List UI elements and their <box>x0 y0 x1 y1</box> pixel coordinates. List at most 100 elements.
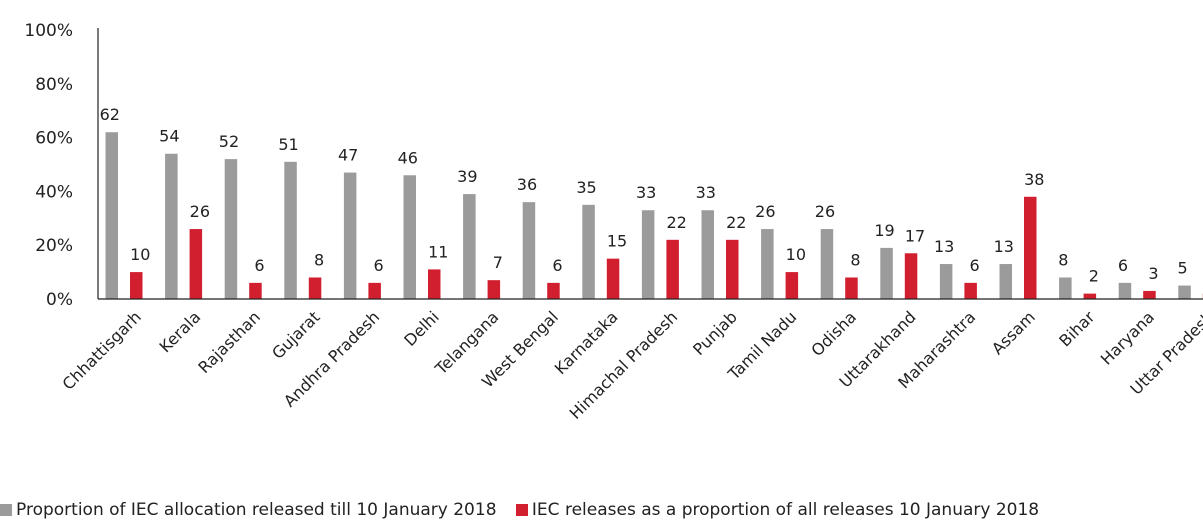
data-label: 6 <box>552 256 562 275</box>
x-tick-label: Rajasthan <box>194 307 264 377</box>
y-tick-label: 40% <box>35 182 73 202</box>
bar-allocation <box>701 210 714 299</box>
bar-releases <box>785 272 799 299</box>
legend-label-allocation: Proportion of IEC allocation released ti… <box>16 500 497 520</box>
data-label: 38 <box>1024 170 1044 189</box>
bar-allocation <box>463 194 476 299</box>
data-label: 10 <box>786 245 806 264</box>
bar-releases <box>130 272 143 299</box>
x-tick-label: Punjab <box>689 307 741 359</box>
bar-allocation <box>582 204 595 299</box>
y-tick-label: 60% <box>35 129 73 149</box>
data-label: 6 <box>1118 256 1128 275</box>
x-tick-label: Chhattisgarh <box>59 307 145 393</box>
data-label: 13 <box>994 237 1014 256</box>
bar-releases <box>904 253 918 299</box>
bar-allocation <box>105 132 118 299</box>
bar-releases <box>606 258 620 299</box>
bar-releases <box>428 269 441 299</box>
x-tick-label: Assam <box>988 307 1039 358</box>
data-label: 52 <box>219 132 239 151</box>
data-label: 17 <box>905 226 925 245</box>
data-label: 3 <box>1148 264 1158 283</box>
bar-allocation <box>999 264 1012 299</box>
data-label: 15 <box>607 232 627 251</box>
data-label: 8 <box>1058 250 1068 269</box>
bar-allocation <box>165 153 178 299</box>
x-tick-label: Bihar <box>1055 307 1098 350</box>
data-label: 36 <box>517 175 537 194</box>
data-label: 8 <box>314 250 324 269</box>
bar-allocation <box>1178 285 1191 299</box>
y-tick-label: 0% <box>46 290 73 310</box>
data-label: 2 <box>1089 267 1099 286</box>
data-label: 39 <box>457 167 477 186</box>
x-tick-label: Delhi <box>400 307 443 350</box>
data-label: 46 <box>398 148 418 167</box>
bar-allocation <box>224 159 238 299</box>
data-label: 26 <box>755 202 775 221</box>
y-axis: 0% 20% 40% 60% 80% 100% <box>24 21 99 310</box>
bar-allocation <box>641 210 655 299</box>
bar-releases <box>1143 290 1156 299</box>
legend-swatch-releases <box>515 504 528 516</box>
bar-allocation <box>343 172 357 299</box>
bar-allocation <box>939 264 953 299</box>
bar-releases <box>726 239 739 299</box>
data-label: 51 <box>278 135 298 154</box>
bar-releases <box>189 229 203 299</box>
data-label: 22 <box>726 213 746 232</box>
data-label: 62 <box>100 105 120 124</box>
bar-allocation <box>761 229 774 299</box>
data-label: 26 <box>815 202 835 221</box>
data-label: 6 <box>374 256 384 275</box>
bar-allocation <box>820 229 834 299</box>
data-label: 33 <box>696 183 716 202</box>
data-label: 35 <box>576 178 596 197</box>
data-label: 7 <box>493 253 503 272</box>
data-label: 54 <box>159 127 179 146</box>
data-label: 47 <box>338 146 358 165</box>
bar-allocation <box>1118 282 1132 299</box>
y-tick-label: 80% <box>35 75 73 95</box>
bar-releases <box>487 280 501 299</box>
data-label: 33 <box>636 183 656 202</box>
x-tick-label: Himachal Pradesh <box>566 307 682 423</box>
data-label: 6 <box>970 256 980 275</box>
bar-releases <box>666 239 679 299</box>
bar-releases <box>845 277 858 299</box>
x-tick-label: Odisha <box>807 307 860 360</box>
data-label: 8 <box>850 250 860 269</box>
data-label: 11 <box>428 242 448 261</box>
legend-item-allocation: Proportion of IEC allocation released ti… <box>0 500 497 520</box>
y-tick-label: 100% <box>24 21 73 41</box>
legend-label-releases: IEC releases as a proportion of all rele… <box>531 500 1040 520</box>
data-label: 13 <box>934 237 954 256</box>
bar-allocation <box>522 202 536 299</box>
bar-allocation <box>284 161 297 299</box>
bar-releases <box>368 282 381 299</box>
bar-releases <box>1083 293 1097 299</box>
bar-releases <box>308 277 322 299</box>
data-label: 22 <box>666 213 686 232</box>
y-tick-label: 20% <box>35 236 73 256</box>
data-labels: 6210542652651847646113973663515332233222… <box>100 105 1188 286</box>
bar-releases <box>249 282 262 299</box>
data-label: 6 <box>254 256 264 275</box>
legend-item-releases: IEC releases as a proportion of all rele… <box>515 500 1040 520</box>
bar-releases <box>547 282 560 299</box>
data-label: 5 <box>1177 259 1187 278</box>
legend-swatch-allocation <box>0 504 12 516</box>
bar-allocation <box>880 247 893 299</box>
bars <box>105 132 1203 299</box>
bar-allocation <box>403 175 416 299</box>
bar-allocation <box>1059 277 1072 299</box>
x-tick-label: Kerala <box>156 307 205 356</box>
data-label: 10 <box>130 245 150 264</box>
data-label: 26 <box>190 202 210 221</box>
legend: Proportion of IEC allocation released ti… <box>0 500 1203 525</box>
data-label: 19 <box>874 221 894 240</box>
x-tick-label: Haryana <box>1097 307 1158 368</box>
